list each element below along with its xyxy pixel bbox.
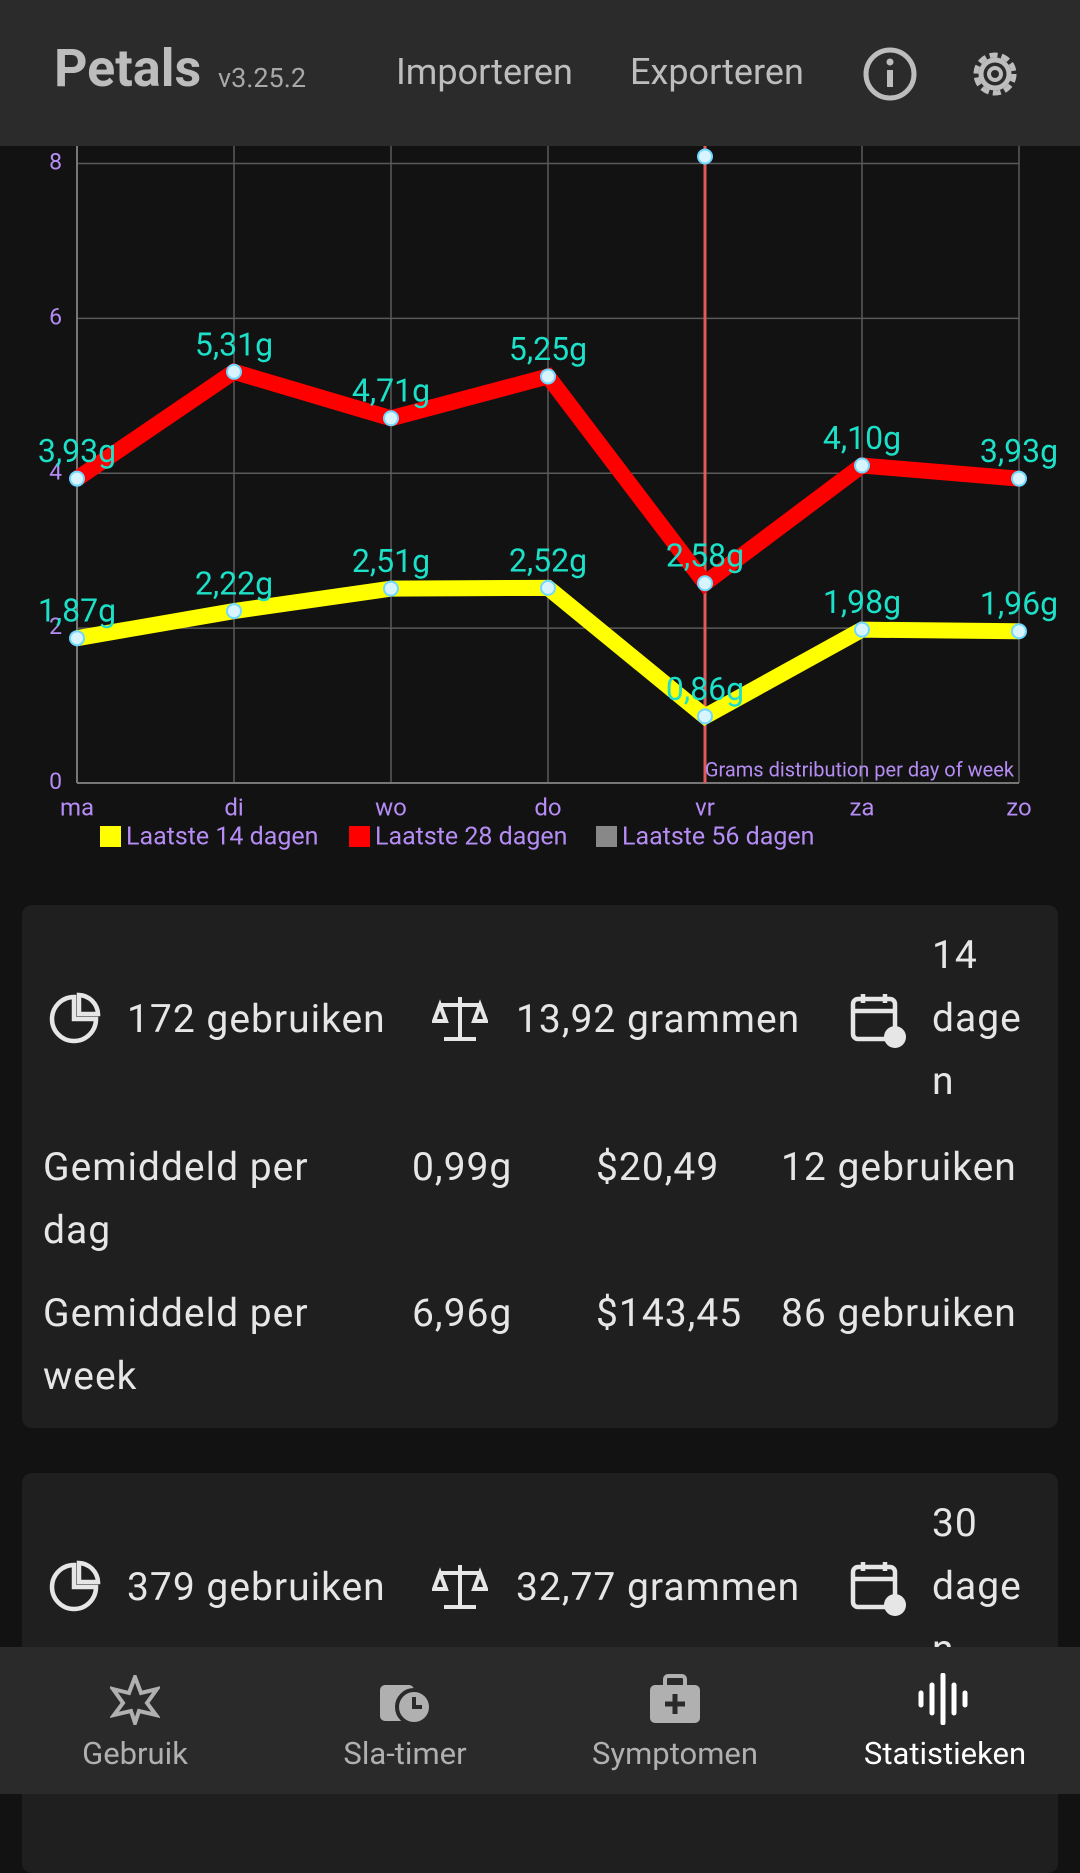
- scale-icon: [432, 1565, 488, 1609]
- data-label: 4,71g: [352, 372, 430, 410]
- data-point: [226, 603, 242, 620]
- nav-item[interactable]: Sla-timer: [343, 1735, 467, 1772]
- data-label: 3,93g: [980, 432, 1058, 470]
- avg-uses: 12 gebruiken: [781, 1144, 1017, 1190]
- bottom-nav: Gebruik Sla-timer Symptomen Statistieken: [0, 1647, 1080, 1794]
- nav-item[interactable]: Statistieken: [863, 1735, 1027, 1772]
- x-tick-label: za: [850, 793, 875, 821]
- data-label: 2,52g: [509, 541, 587, 579]
- data-label: 3,93g: [38, 432, 116, 470]
- avg-uses: 86 gebruiken: [781, 1290, 1017, 1336]
- import-button[interactable]: Importeren: [396, 51, 573, 93]
- data-point: [1011, 623, 1027, 640]
- avg-cost: $20,49: [596, 1144, 720, 1190]
- grams-total: 13,92 grammen: [516, 996, 801, 1042]
- y-tick-label: 0: [49, 768, 62, 795]
- grams-total: 32,77 grammen: [516, 1564, 801, 1610]
- x-tick-label: di: [224, 793, 243, 821]
- data-point: [697, 148, 713, 165]
- uses-total: 379 gebruiken: [127, 1564, 386, 1610]
- data-label: 1,98g: [823, 583, 901, 621]
- data-label: 2,58g: [666, 537, 744, 575]
- y-tick-label: 6: [49, 303, 62, 330]
- app-title: Petals: [54, 38, 202, 99]
- y-tick-label: 4: [49, 458, 62, 485]
- data-label: 0,86g: [666, 670, 744, 708]
- nav-item[interactable]: Gebruik: [82, 1735, 188, 1772]
- data-label: 2,51g: [352, 542, 430, 580]
- uses-total: 172 gebruiken: [127, 996, 386, 1042]
- avg-cost: $143,45: [596, 1290, 743, 1336]
- nav-icon: [650, 1674, 700, 1723]
- app-version: v3.25.2: [218, 62, 307, 94]
- x-tick-label: zo: [1006, 793, 1031, 821]
- legend-swatch: [349, 826, 370, 847]
- calendar-icon: [850, 1562, 906, 1616]
- nav-item[interactable]: Symptomen: [592, 1735, 758, 1772]
- data-point: [540, 579, 556, 596]
- data-point: [697, 575, 713, 592]
- avg-label: Gemiddeld per dag: [43, 1144, 309, 1253]
- data-label: 1,87g: [38, 592, 116, 630]
- data-point: [697, 708, 713, 725]
- data-label: 1,96g: [980, 585, 1058, 623]
- data-label: 5,25g: [509, 330, 587, 368]
- legend-label: Laatste 14 dagen: [126, 823, 318, 852]
- legend-swatch: [596, 826, 617, 847]
- nav-icon: [110, 1675, 160, 1725]
- data-point: [540, 368, 556, 385]
- y-tick-label: 2: [49, 613, 62, 640]
- data-point: [854, 621, 870, 638]
- data-point: [383, 410, 399, 427]
- data-point: [854, 457, 870, 474]
- info-button[interactable]: [862, 46, 918, 102]
- export-button[interactable]: Exporteren: [630, 51, 804, 93]
- app-bar: Petals v3.25.2 Importeren Exporteren: [0, 0, 1080, 146]
- legend-label: Laatste 56 dagen: [622, 823, 814, 852]
- data-label: 4,10g: [823, 419, 901, 457]
- nav-icon: [918, 1673, 968, 1725]
- settings-button[interactable]: [967, 46, 1023, 102]
- data-point: [226, 363, 242, 380]
- data-point: [1011, 470, 1027, 487]
- y-tick-label: 8: [49, 149, 62, 176]
- data-label: 5,31g: [195, 325, 273, 363]
- avg-label: Gemiddeld per week: [43, 1290, 309, 1399]
- nav-icon: [380, 1685, 433, 1726]
- x-tick-label: vr: [695, 793, 715, 821]
- chart-annotation: Grams distribution per day of week: [705, 757, 1015, 781]
- stats-card: 172 gebruiken 13,92 grammen 14 dagen Gem…: [22, 905, 1058, 1428]
- avg-grams: 6,96g: [412, 1290, 513, 1336]
- data-point: [69, 630, 85, 647]
- data-label: 2,22g: [195, 565, 273, 603]
- x-tick-label: do: [534, 793, 561, 821]
- pie-icon: [49, 992, 101, 1044]
- pie-icon: [49, 1560, 101, 1612]
- legend-swatch: [100, 826, 121, 847]
- data-point: [383, 580, 399, 597]
- avg-grams: 0,99g: [412, 1144, 513, 1190]
- period-days: 14 dagen: [932, 932, 1022, 1104]
- x-tick-label: wo: [375, 793, 407, 821]
- x-tick-label: ma: [60, 793, 94, 821]
- chart: 0 2 4 6 8 ma di wo do vr za zo Grams distribution pe…: [38, 138, 1058, 852]
- calendar-icon: [850, 994, 906, 1048]
- data-point: [69, 470, 85, 487]
- legend-label: Laatste 28 dagen: [375, 823, 567, 852]
- scale-icon: [432, 997, 488, 1041]
